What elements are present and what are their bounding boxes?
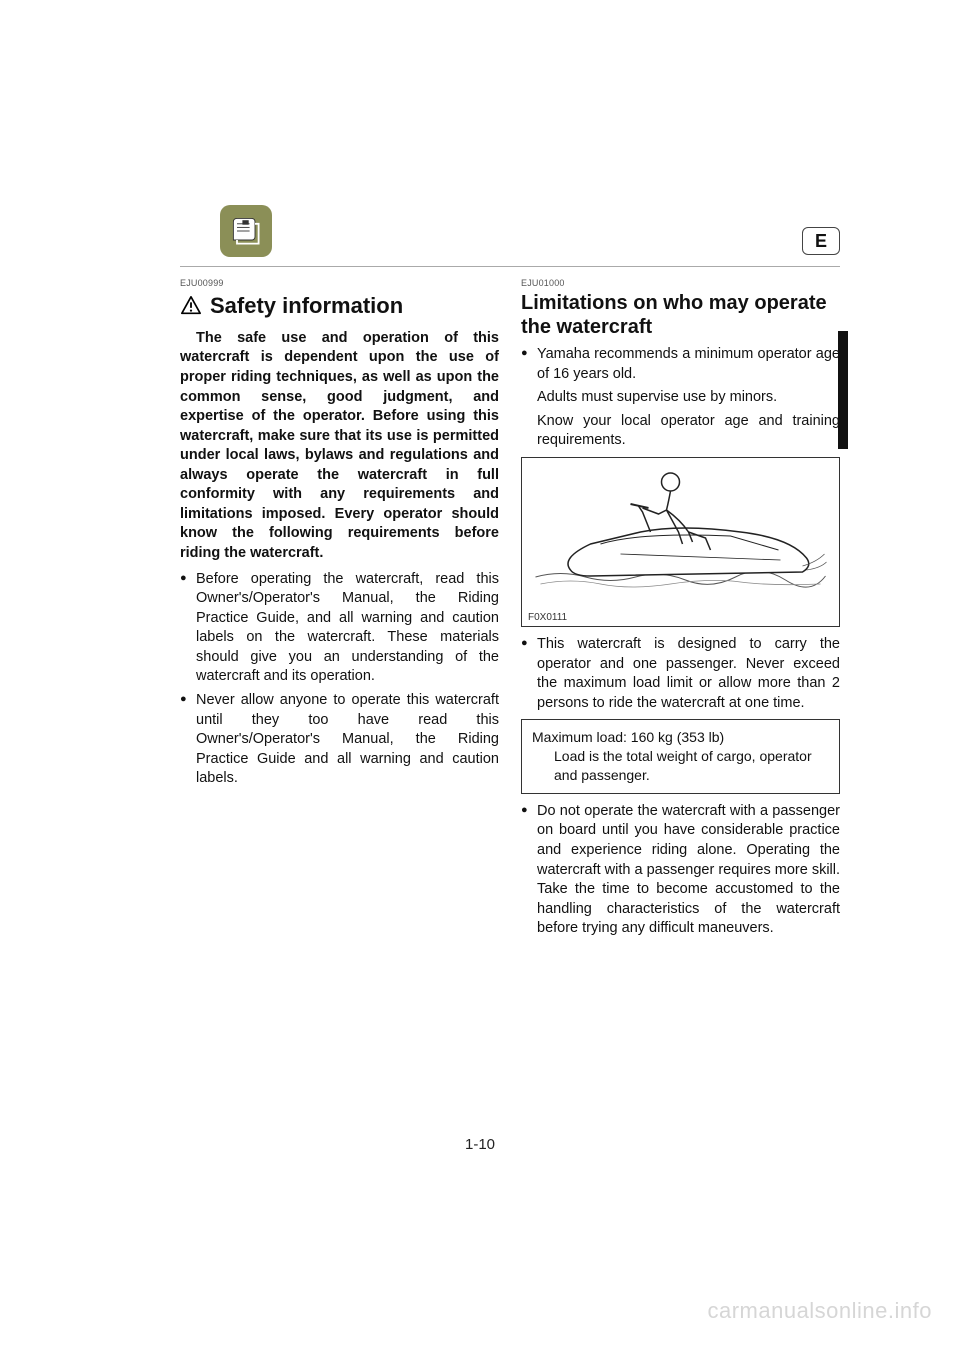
manual-book-icon	[220, 205, 272, 257]
sub-paragraph: Adults must supervise use by minors.	[521, 388, 840, 408]
list-item: This watercraft is designed to carry the…	[521, 635, 840, 713]
reference-code: EJU00999	[180, 277, 499, 289]
bullet-list: This watercraft is designed to carry the…	[521, 635, 840, 713]
warning-triangle-icon	[180, 295, 202, 317]
heading-row: Safety information	[180, 291, 499, 321]
illustration-figure: F0X0111	[521, 457, 840, 627]
right-column: EJU01000 Limitations on who may operate …	[521, 277, 840, 943]
list-item: Before operating the watercraft, read th…	[180, 570, 499, 687]
max-load-line-2: Load is the total weight of cargo, opera…	[532, 747, 829, 785]
language-badge: E	[802, 227, 840, 255]
section-title: Limitations on who may operate the water…	[521, 291, 840, 339]
list-item: Yamaha recommends a minimum operator age…	[521, 345, 840, 384]
page-content: E EJU00999 Safety information The safe u…	[180, 205, 840, 943]
bullet-list: Before operating the watercraft, read th…	[180, 570, 499, 789]
two-column-layout: EJU00999 Safety information The safe use…	[180, 277, 840, 943]
page-header: E	[180, 205, 840, 267]
intro-paragraph: The safe use and operation of this water…	[180, 329, 499, 564]
page-number: 1-10	[0, 1136, 960, 1153]
bullet-list: Do not operate the watercraft with a pas…	[521, 802, 840, 939]
list-item: Do not operate the watercraft with a pas…	[521, 802, 840, 939]
max-load-note: Maximum load: 160 kg (353 lb) Load is th…	[521, 719, 840, 794]
bullet-list: Yamaha recommends a minimum operator age…	[521, 345, 840, 384]
watermark-text: carmanualsonline.info	[707, 1298, 932, 1324]
max-load-line-1: Maximum load: 160 kg (353 lb)	[532, 729, 724, 745]
rider-on-watercraft-illustration	[528, 462, 833, 602]
list-item: Never allow anyone to operate this water…	[180, 691, 499, 789]
reference-code: EJU01000	[521, 277, 840, 289]
figure-label: F0X0111	[528, 611, 833, 625]
section-title: Safety information	[210, 291, 403, 321]
left-column: EJU00999 Safety information The safe use…	[180, 277, 499, 943]
sub-paragraph: Know your local operator age and trainin…	[521, 412, 840, 451]
